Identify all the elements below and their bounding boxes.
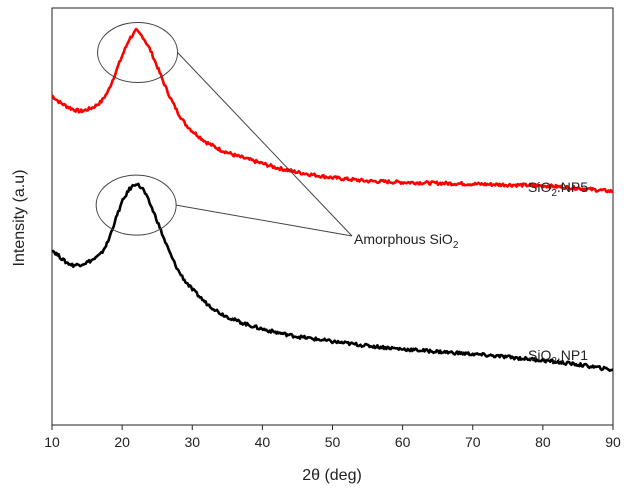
leader-line-np5 — [177, 52, 353, 237]
y-axis-title: Intensity (a.u) — [11, 170, 28, 267]
x-tick-label: 70 — [465, 434, 481, 450]
series-label-np5: SiO2.NP5 — [528, 179, 588, 199]
x-tick-label: 90 — [605, 434, 621, 450]
x-tick-label: 60 — [395, 434, 411, 450]
x-tick-label: 40 — [255, 434, 271, 450]
series-label-np1-suffix: .NP1 — [557, 347, 588, 363]
annotations — [95, 22, 353, 237]
annotation-base: Amorphous SiO — [354, 231, 453, 247]
x-tick-label: 50 — [325, 434, 341, 450]
series-label-np5-base: SiO — [528, 179, 551, 195]
x-tick-label: 30 — [184, 434, 200, 450]
annotation-sub: 2 — [453, 240, 459, 251]
x-axis-title: 2θ (deg) — [302, 467, 362, 484]
leader-line-np1 — [176, 204, 353, 237]
series-label-np5-sub: 2 — [551, 188, 557, 199]
series-lines — [51, 27, 614, 372]
series-label-np1-base: SiO — [528, 347, 551, 363]
series-label-np5-suffix: .NP5 — [557, 179, 588, 195]
series-line-np1 — [51, 182, 614, 372]
x-tick-label: 80 — [535, 434, 551, 450]
series-label-np1-sub: 2 — [551, 356, 557, 367]
x-axis-ticks: 10 20 30 40 50 60 70 80 90 — [44, 425, 621, 450]
annotation-amorphous-sio2: Amorphous SiO2 — [354, 231, 459, 251]
series-label-np1: SiO2.NP1 — [528, 347, 588, 367]
x-tick-label: 10 — [44, 434, 60, 450]
series-line-np5 — [51, 27, 614, 194]
x-tick-label: 20 — [114, 434, 130, 450]
